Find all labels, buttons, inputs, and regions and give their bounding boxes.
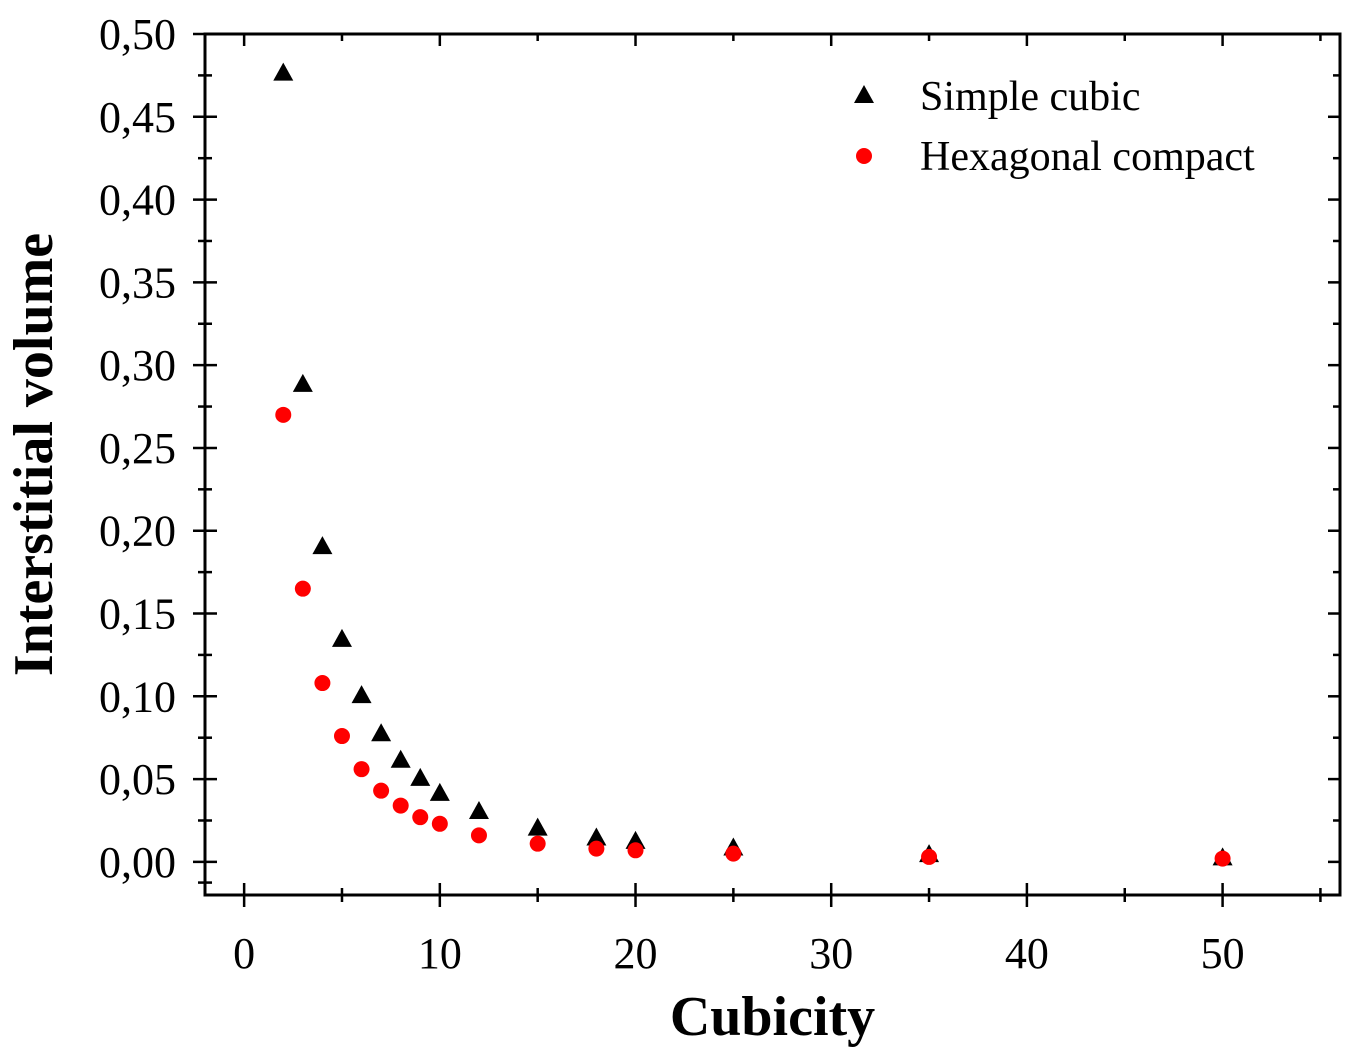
hexagonal-compact-point bbox=[412, 809, 429, 826]
simple-cubic-point bbox=[429, 782, 450, 801]
hexagonal-compact-point bbox=[529, 835, 546, 852]
simple-cubic-point bbox=[410, 767, 431, 786]
legend-label-simple-cubic: Simple cubic bbox=[920, 74, 1140, 120]
hexagonal-compact-point bbox=[353, 761, 370, 778]
y-tick-label: 0,05 bbox=[99, 755, 176, 804]
hexagonal-compact-point bbox=[431, 815, 448, 832]
simple-cubic-point bbox=[273, 62, 294, 81]
simple-cubic-point bbox=[527, 817, 548, 836]
x-tick-label: 40 bbox=[1005, 929, 1049, 978]
x-tick-label: 50 bbox=[1201, 929, 1245, 978]
x-tick-label: 10 bbox=[418, 929, 462, 978]
simple-cubic-point bbox=[390, 749, 411, 768]
y-tick-label: 0,10 bbox=[99, 672, 176, 721]
hexagonal-compact-point bbox=[392, 797, 409, 814]
data-points bbox=[273, 62, 1233, 867]
tick-labels: 0 10 20 30 40 50 0,00 0,05 0,10 0,15 0,20 0,25 0,30 0… bbox=[99, 10, 1245, 978]
legend: Simple cubic Hexagonal compact bbox=[854, 74, 1255, 180]
hexagonal-compact-point bbox=[333, 728, 350, 745]
simple-cubic-point bbox=[468, 801, 489, 820]
x-tick-label: 0 bbox=[233, 929, 255, 978]
simple-cubic-point bbox=[331, 628, 352, 647]
simple-cubic-point bbox=[351, 685, 372, 704]
y-tick-label: 0,40 bbox=[99, 176, 176, 225]
plot-frame bbox=[203, 32, 1342, 897]
hexagonal-compact-point bbox=[921, 848, 938, 865]
y-axis-title: Interstitial volume bbox=[3, 233, 65, 676]
hexagonal-compact-point bbox=[470, 827, 487, 844]
legend-marker-hexagonal-compact bbox=[856, 148, 872, 164]
y-tick-label: 0,45 bbox=[99, 93, 176, 142]
simple-cubic-point bbox=[586, 827, 607, 846]
y-tick-label: 0,00 bbox=[99, 838, 176, 887]
hexagonal-compact-point bbox=[588, 840, 605, 857]
y-tick-label: 0,30 bbox=[99, 341, 176, 390]
y-tick-label: 0,15 bbox=[99, 590, 176, 639]
simple-cubic-point bbox=[312, 536, 333, 555]
hexagonal-compact-point bbox=[275, 406, 292, 423]
hexagonal-compact-point bbox=[1214, 850, 1231, 867]
y-tick-label: 0,35 bbox=[99, 258, 176, 307]
y-tick-label: 0,20 bbox=[99, 507, 176, 556]
y-tick-label: 0,25 bbox=[99, 424, 176, 473]
x-axis-title: Cubicity bbox=[670, 986, 875, 1048]
y-tick-label: 0,50 bbox=[99, 10, 176, 59]
hexagonal-compact-point bbox=[627, 842, 644, 859]
x-tick-label: 30 bbox=[809, 929, 853, 978]
simple-cubic-point bbox=[292, 373, 313, 392]
x-tick-label: 20 bbox=[614, 929, 658, 978]
simple-cubic-point bbox=[371, 723, 392, 742]
legend-marker-simple-cubic bbox=[854, 85, 874, 103]
legend-label-hexagonal-compact: Hexagonal compact bbox=[920, 134, 1255, 180]
hexagonal-compact-point bbox=[373, 782, 390, 799]
hexagonal-compact-point bbox=[294, 580, 311, 597]
hexagonal-compact-point bbox=[725, 845, 742, 862]
hexagonal-compact-point bbox=[314, 675, 331, 692]
